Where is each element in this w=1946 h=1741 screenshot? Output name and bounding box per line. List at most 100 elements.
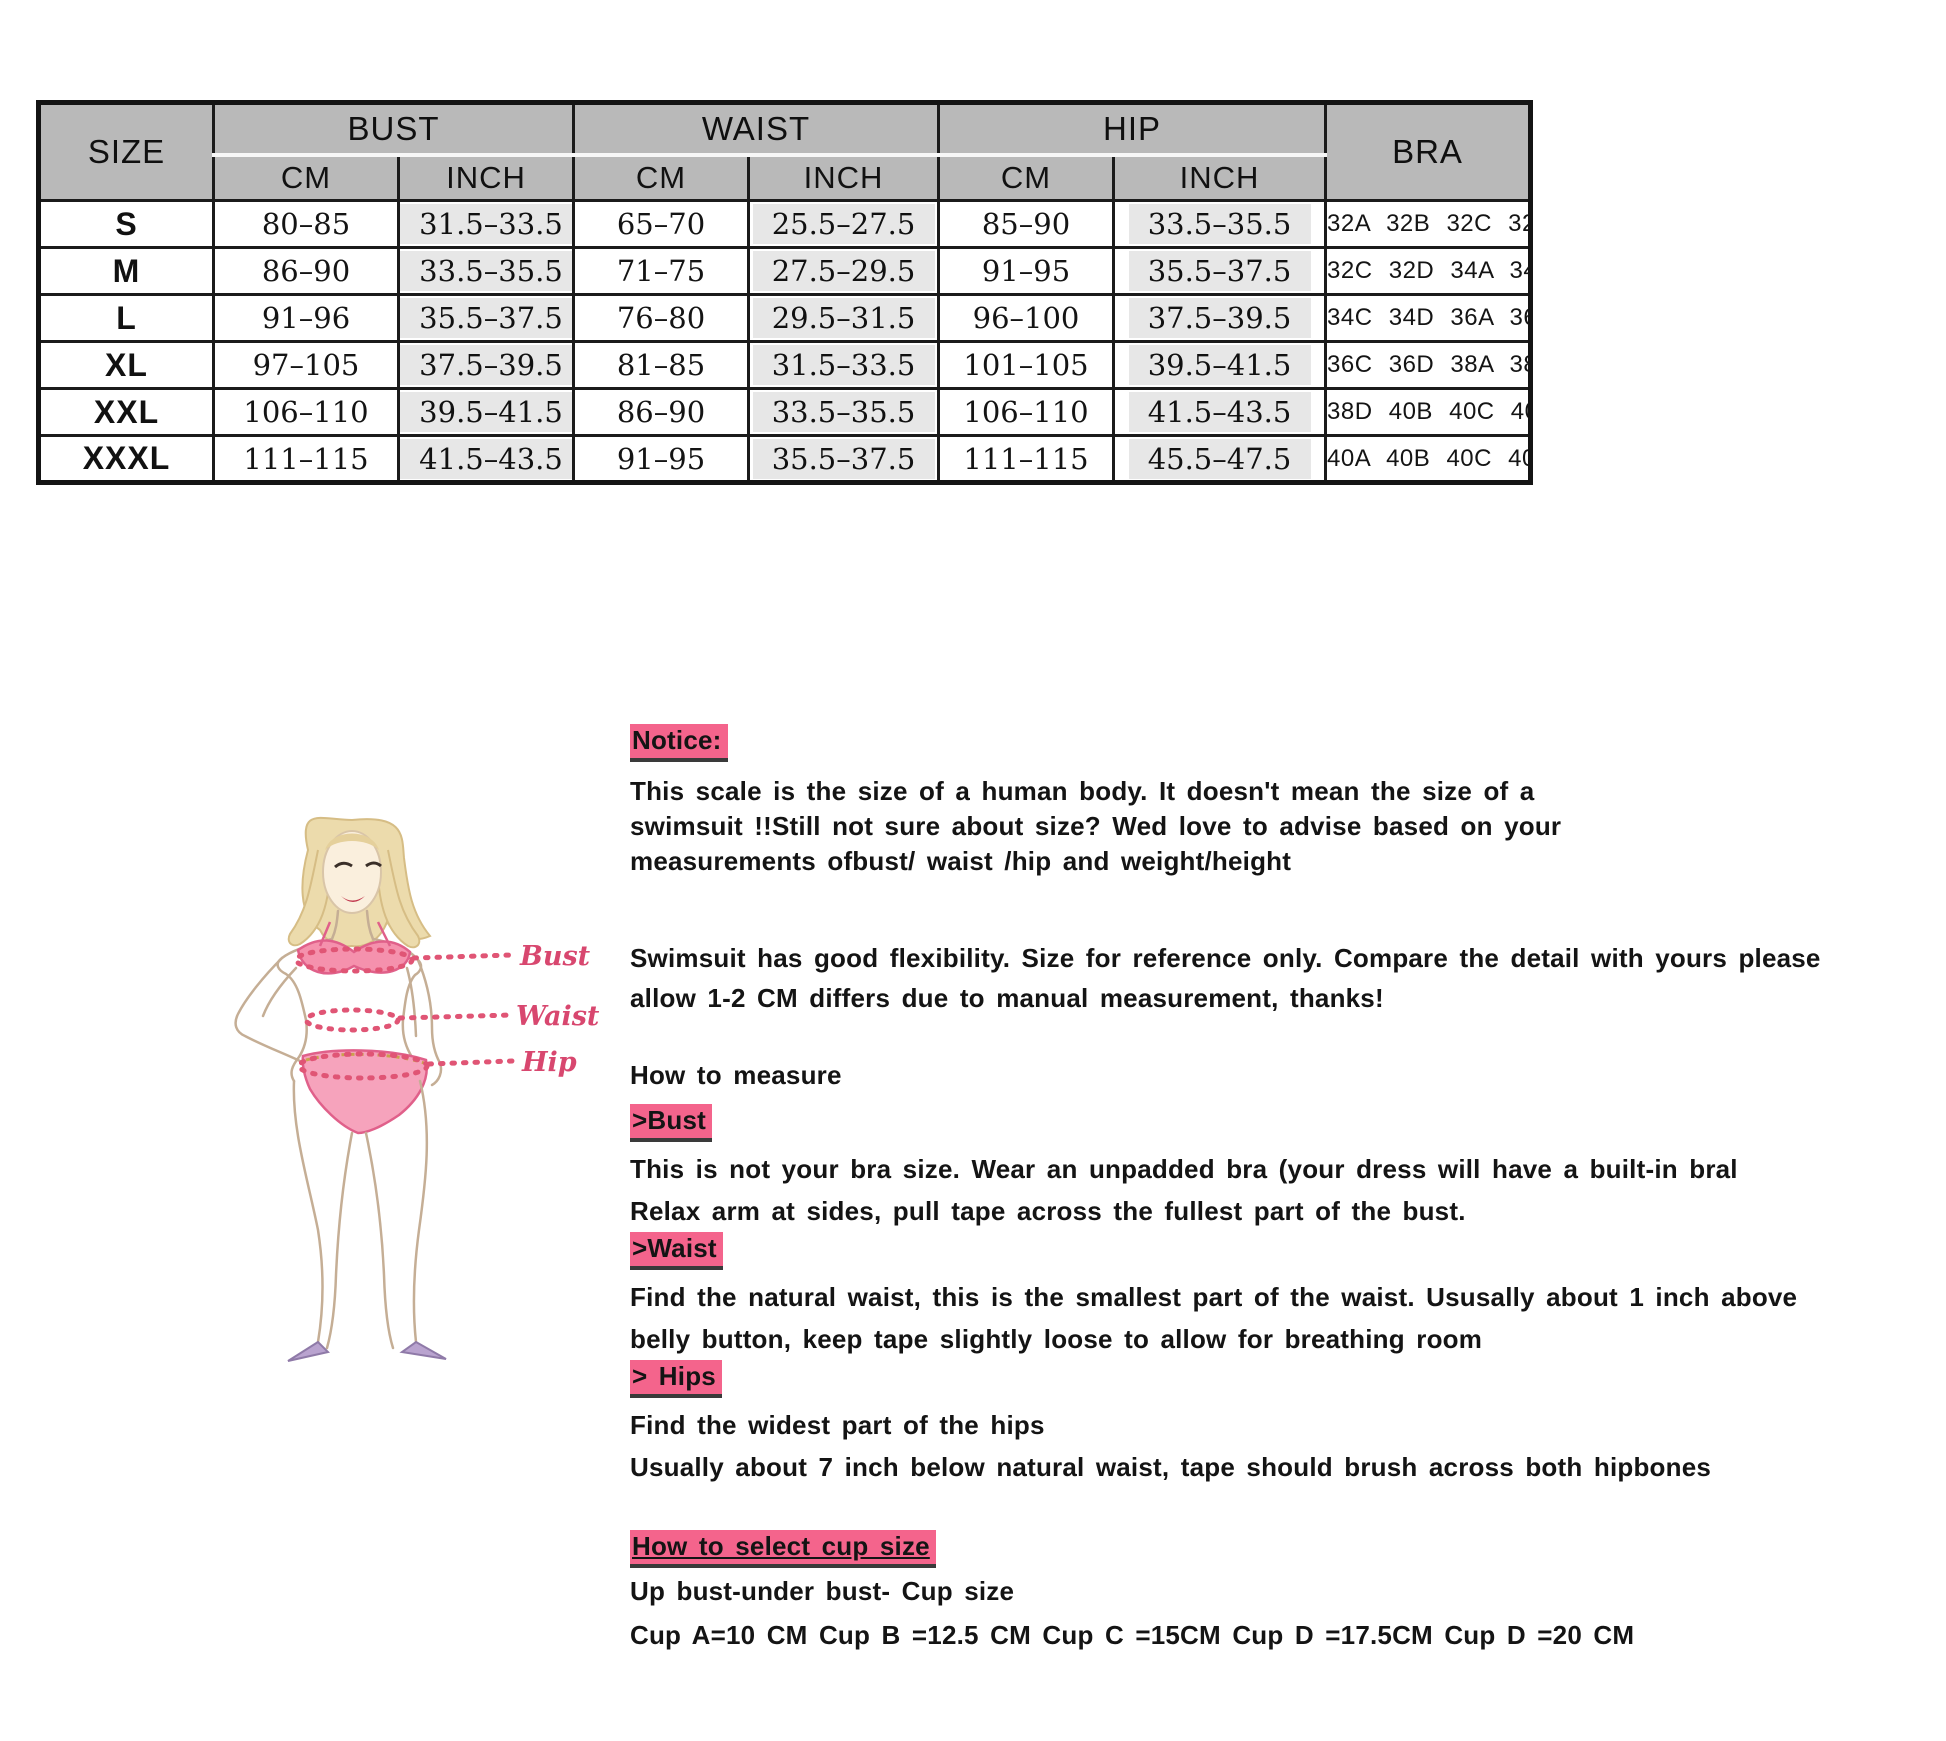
text-line: This is not your bra size. Wear an unpad… [630, 1154, 1738, 1184]
cell-size: S [37, 199, 215, 249]
cell-hip-cm: 85–90 [937, 199, 1116, 249]
leg-right-inner [364, 1131, 395, 1350]
bikini-bottom [301, 1049, 429, 1135]
text-line: Relax arm at sides, pull tape across the… [630, 1196, 1466, 1226]
cell-hip-inch: 41.5–43.5 [1128, 392, 1311, 432]
header-bra: BRA [1324, 101, 1533, 202]
hip-leader-line [426, 1058, 515, 1067]
waist-section-label: >Waist [630, 1232, 723, 1270]
table-header-row-2: CM INCH CM INCH CM INCH [39, 152, 1531, 202]
cell-waist-cm: 76–80 [572, 293, 751, 343]
fringe [325, 833, 379, 850]
text-line: This scale is the size of a human body. … [630, 776, 1535, 806]
header-waist: WAIST [572, 101, 941, 156]
cell-bust-inch: 35.5–37.5 [401, 298, 571, 338]
lips [341, 896, 365, 902]
cell-hip-cm: 96–100 [937, 293, 1116, 343]
cell-bra: 36C 36D 38A 38B [1324, 340, 1533, 390]
header-hip-inch: INCH [1112, 152, 1328, 202]
cell-hip-cm: 106–110 [937, 387, 1116, 437]
leg-right-outer [412, 1079, 429, 1344]
cell-bra: 40A 40B 40C 40D [1324, 434, 1533, 484]
header-bust: BUST [211, 101, 576, 156]
cell-waist-cm: 81–85 [572, 340, 751, 390]
cell-waist-cm: 91–95 [572, 434, 751, 484]
cell-bra: 38D 40B 40C 40D [1324, 387, 1533, 437]
arm-left-outer [234, 956, 302, 1063]
table-row: XXL 106–110 39.5–41.5 86–90 33.5–35.5 10… [37, 387, 1533, 437]
bust-figure-label: Bust [519, 941, 591, 972]
left-eye [334, 861, 353, 869]
header-bust-cm: CM [212, 152, 400, 202]
cell-bust-inch: 31.5–33.5 [401, 204, 571, 244]
text-line: Find the widest part of the hips [630, 1410, 1045, 1440]
cup-size-title-highlight: How to select cup size [630, 1530, 936, 1568]
waist-leader-line [397, 1012, 515, 1021]
header-waist-inch: INCH [747, 152, 941, 202]
cell-waist-inch: 25.5–27.5 [752, 204, 935, 244]
waist-label-highlight: >Waist [630, 1232, 723, 1270]
text-line: belly button, keep tape slightly loose t… [630, 1324, 1483, 1354]
hips-section-label: > Hips [630, 1360, 722, 1398]
cell-hip-cm: 101–105 [937, 340, 1116, 390]
notice-title: Notice: [630, 724, 728, 762]
bust-label-highlight: >Bust [630, 1104, 712, 1142]
cell-bust-inch: 41.5–43.5 [401, 438, 571, 479]
header-size: SIZE [37, 101, 215, 202]
cell-bust-cm: 91–96 [212, 293, 400, 343]
cell-hip-inch: 37.5–39.5 [1128, 298, 1311, 338]
table-row: XL 97–105 37.5–39.5 81–85 31.5–33.5 101–… [37, 340, 1533, 390]
text-line: Find the natural waist, this is the smal… [630, 1282, 1798, 1312]
cell-waist-inch: 29.5–31.5 [752, 298, 935, 338]
arm-right-outer [416, 958, 443, 1087]
cell-size: XXXL [37, 434, 215, 484]
waist-section-text: Find the natural waist, this is the smal… [630, 1276, 1797, 1360]
cup-size-line1: Up bust-under bust- Cup size [630, 1576, 1015, 1606]
table-row: S 80–85 31.5–33.5 65–70 25.5–27.5 85–90 … [37, 199, 1533, 249]
woman-sketch-illustration: Bust Waist Hip [234, 816, 600, 1362]
cell-hip-cm: 91–95 [937, 246, 1116, 296]
bust-measure-ellipse [293, 946, 415, 974]
measurement-figure: Bust Waist Hip [170, 700, 600, 1380]
text-line: swimsuit !!Still not sure about size? We… [630, 811, 1562, 841]
waist-measure-ellipse [303, 1007, 401, 1033]
hair-strand-left [287, 849, 331, 947]
bust-section-label: >Bust [630, 1104, 712, 1142]
text-line: Usually about 7 inch below natural waist… [630, 1452, 1712, 1482]
face [322, 830, 382, 914]
cell-waist-cm: 65–70 [572, 199, 751, 249]
neck-left [330, 909, 340, 941]
table-row: M 86–90 33.5–35.5 71–75 27.5–29.5 91–95 … [37, 246, 1533, 296]
hip-figure-label: Hip [521, 1047, 577, 1078]
cell-bust-inch: 39.5–41.5 [401, 392, 571, 432]
notice-title-highlight: Notice: [630, 724, 728, 762]
shoe-right [399, 1340, 447, 1360]
arm-left-inner [261, 966, 298, 1018]
cell-bust-inch: 33.5–35.5 [401, 251, 571, 291]
cell-size: M [37, 246, 215, 296]
cell-waist-inch: 31.5–33.5 [752, 345, 935, 385]
table-row: XXXL 111–115 41.5–43.5 91–95 35.5–37.5 1… [37, 434, 1533, 484]
table-row: L 91–96 35.5–37.5 76–80 29.5–31.5 96–100… [37, 293, 1533, 343]
arm-right-inner [405, 966, 418, 1038]
how-to-measure-title: How to measure [630, 1060, 842, 1090]
leg-left-outer [292, 1079, 324, 1344]
cell-bust-cm: 106–110 [212, 387, 400, 437]
text-line: allow 1-2 CM differs due to manual measu… [630, 983, 1384, 1013]
right-eye [365, 861, 382, 868]
cell-bust-cm: 111–115 [212, 434, 400, 484]
bikini-straps [318, 921, 392, 947]
cup-size-line2: Cup A=10 CM Cup B =12.5 CM Cup C =15CM C… [630, 1620, 1635, 1650]
cell-hip-inch: 35.5–37.5 [1128, 251, 1311, 291]
flexibility-note: Swimsuit has good flexibility. Size for … [630, 938, 1821, 1018]
leg-left-inner [325, 1131, 354, 1350]
cell-waist-cm: 86–90 [572, 387, 751, 437]
bust-leader-line [411, 952, 515, 961]
cell-hip-inch: 39.5–41.5 [1128, 345, 1311, 385]
cell-bra: 32C 32D 34A 34B [1324, 246, 1533, 296]
text-line: measurements ofbust/ waist /hip and weig… [630, 846, 1292, 876]
cell-waist-inch: 35.5–37.5 [752, 438, 935, 479]
size-table: SIZE BUST WAIST HIP BRA CM INCH CM INCH … [36, 100, 1534, 485]
cell-bra: 34C 34D 36A 36B [1324, 293, 1533, 343]
